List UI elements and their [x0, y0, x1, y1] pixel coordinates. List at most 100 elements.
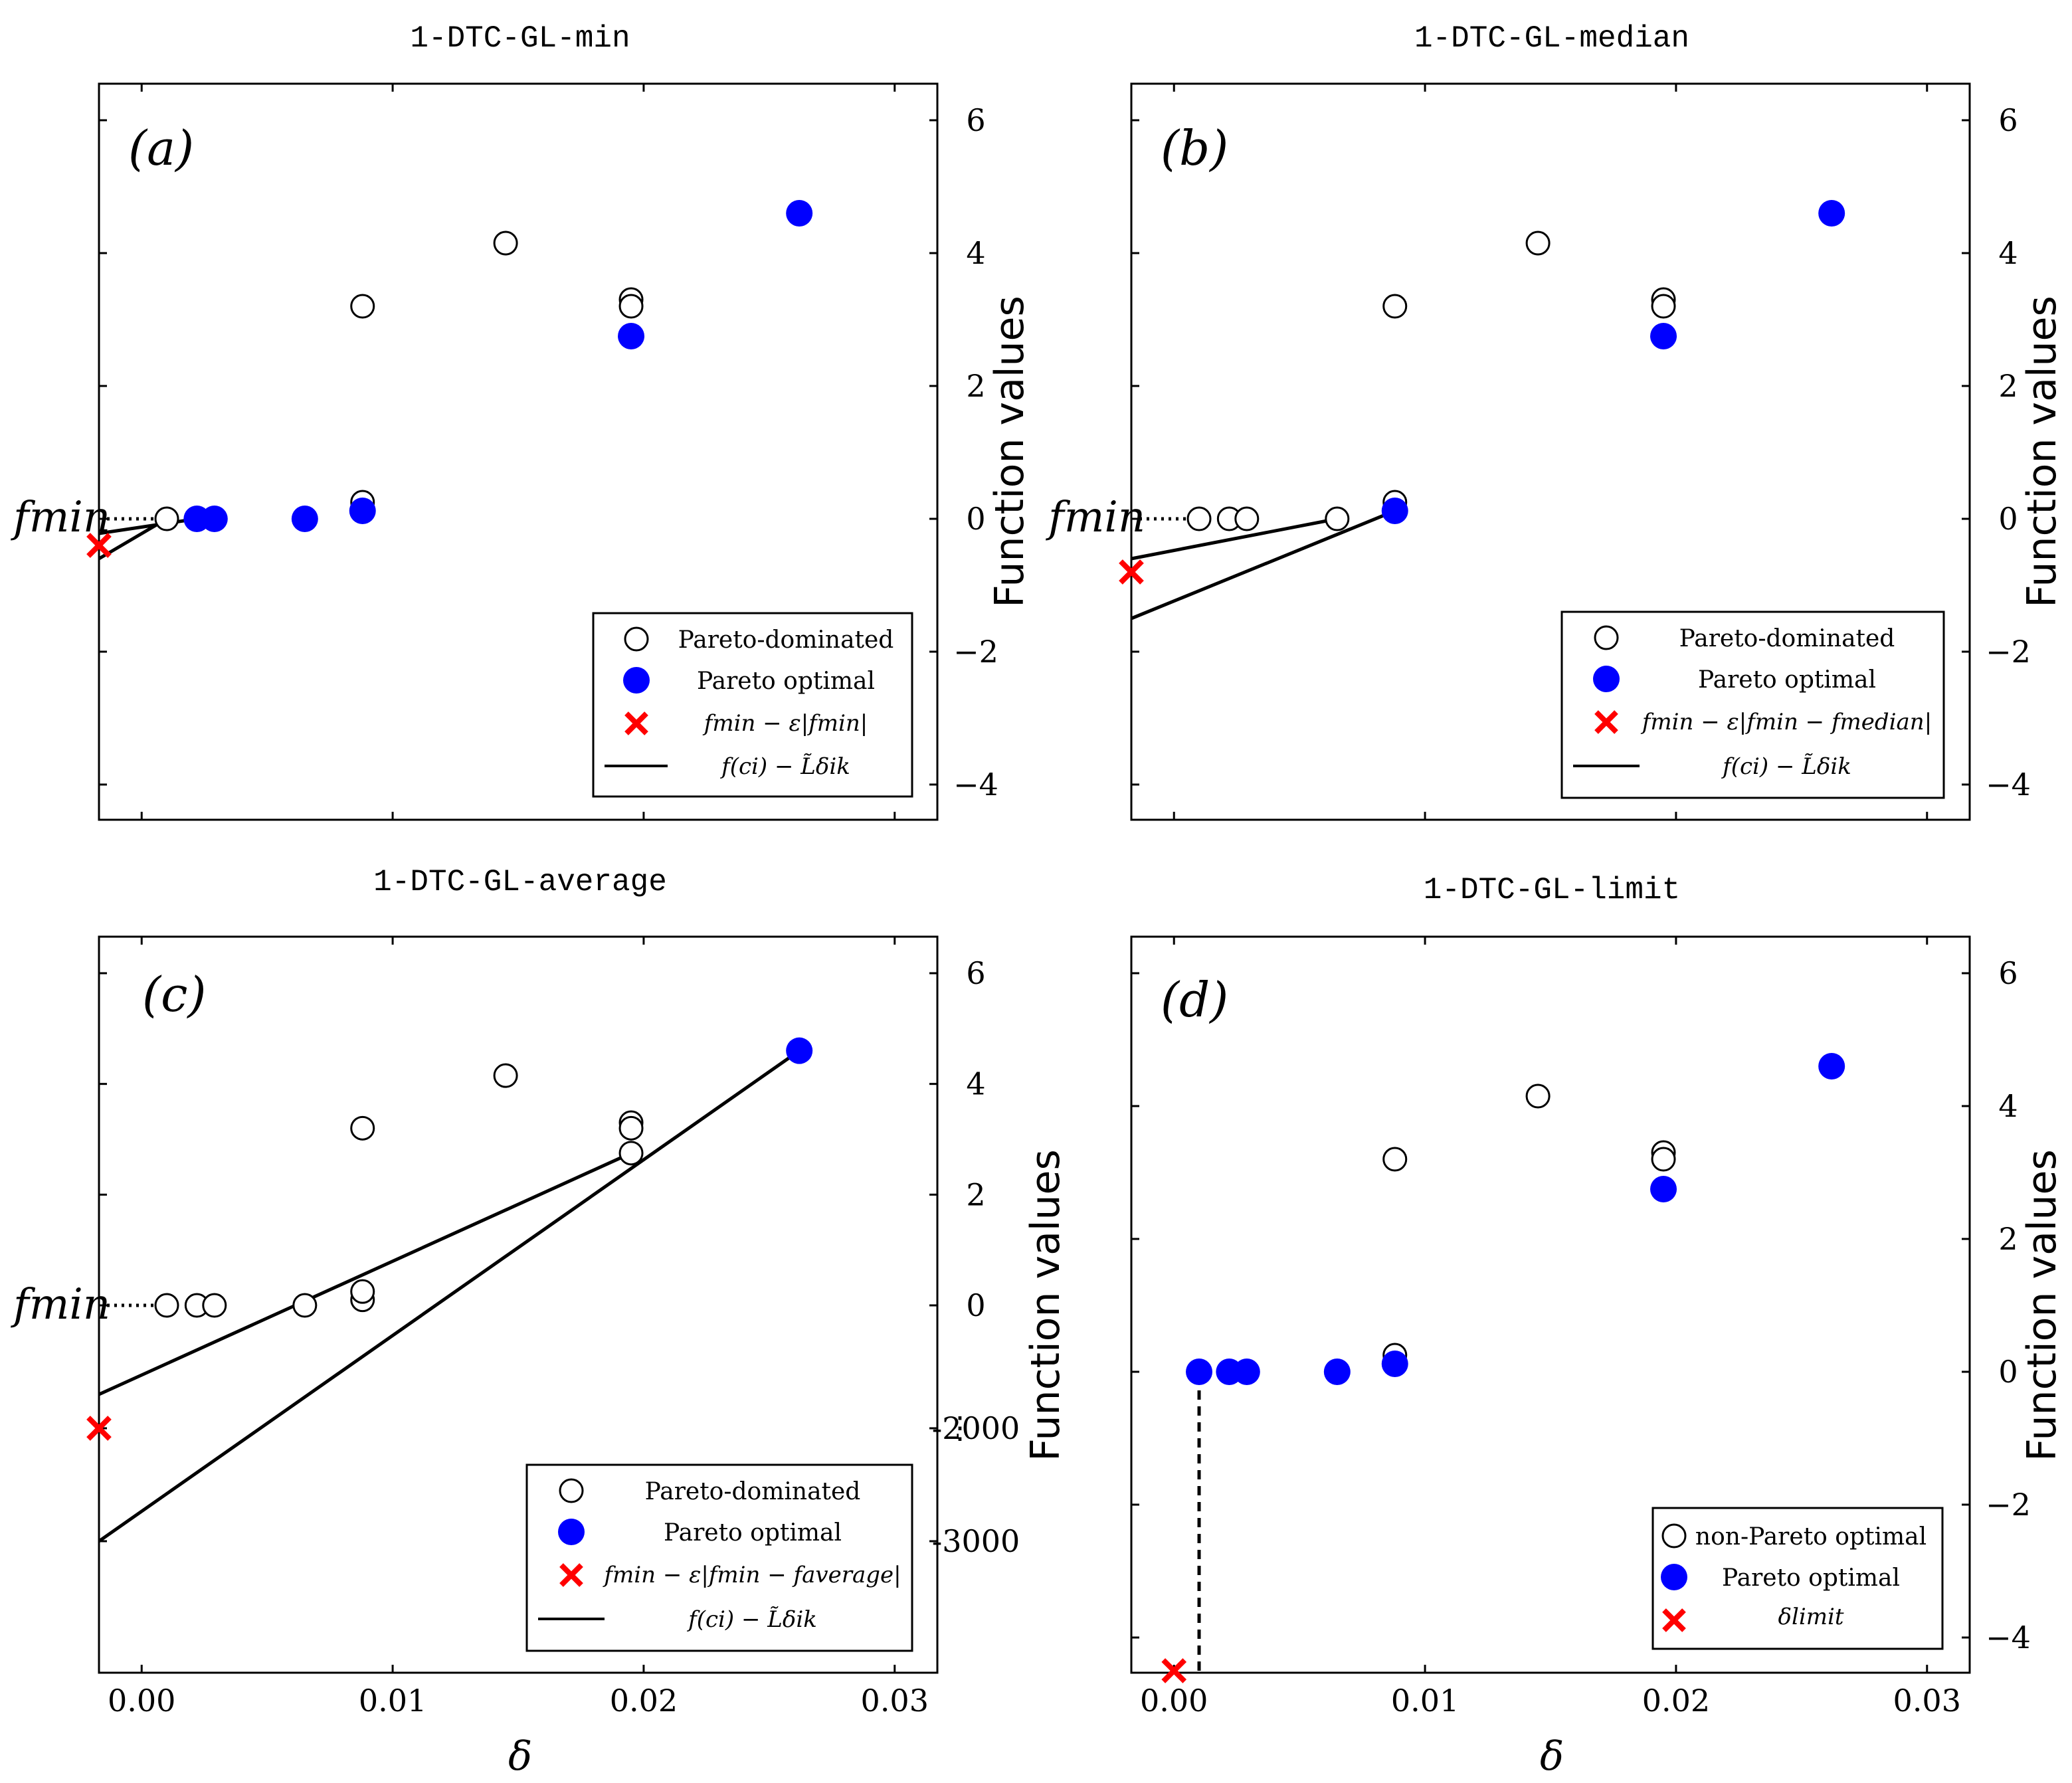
legend-open-circle-icon [624, 626, 649, 652]
x-tick-label: 0.03 [861, 1683, 929, 1719]
open-circle-point [1651, 1147, 1676, 1172]
panel-b-legend-3: f(ci) − L̃δik [1721, 753, 1851, 780]
panel-c-xlabel: δ [508, 1733, 532, 1780]
panel-c-axis-break: ⋮ [945, 1410, 975, 1446]
filled-circle-point [1381, 498, 1408, 524]
open-circle-point [1525, 1083, 1551, 1109]
filled-circle-point [1650, 1176, 1677, 1202]
panel-b-title: 1-DTC-GL-median [1414, 21, 1689, 56]
y-tick-label: −4 [1986, 1620, 2031, 1655]
panel-c-x-ticks: 0.00 0.01 0.02 0.03 [108, 937, 929, 1719]
open-circle-point [618, 294, 644, 319]
filled-circle-point [786, 1037, 813, 1064]
open-circle-point [154, 1293, 179, 1318]
panel-c-lines [98, 1049, 801, 1543]
panel-d-frame [1130, 935, 1971, 1674]
panel-c-legend-2: fmin − ε|fmin − faverage| [602, 1562, 901, 1588]
panel-d: 1-DTC-GL-limit 0.00 0.01 0.02 0.03 6 4 2 0 −2 −4… [1130, 873, 2065, 1780]
red-x-point [86, 1416, 112, 1441]
panel-c-legend-1: Pareto optimal [664, 1519, 842, 1547]
y-tick-label: 6 [1998, 955, 2018, 991]
panel-b-legend-2: fmin − ε|fmin − fmedian| [1640, 709, 1932, 735]
panel-d-legend-1: Pareto optimal [1722, 1564, 1900, 1592]
open-circle-point [202, 1293, 227, 1318]
panel-c-fmin-annotation: fmin [11, 1280, 110, 1329]
legend-red-x-icon [559, 1563, 583, 1587]
y-tick-label: −4 [953, 767, 998, 802]
panel-c-points [86, 1037, 813, 1441]
panel-c-ylabel: Function values [1022, 1149, 1069, 1461]
panel-b-ylabel: Function values [2019, 296, 2065, 607]
panel-d-ylabel: Function values [2019, 1149, 2065, 1461]
panel-c-fmin-label: fmin [11, 1280, 110, 1329]
filled-circle-point [291, 506, 318, 532]
open-circle-point [618, 1141, 644, 1166]
open-circle-point [1234, 506, 1260, 531]
open-circle-point [1525, 231, 1551, 256]
open-circle-point [154, 506, 179, 531]
panel-a: 1-DTC-GL-min 6 4 2 0 −2 −4 (a) Function value… [11, 21, 1033, 821]
legend-filled-circle-icon [623, 667, 650, 694]
bound-line [98, 1049, 801, 1543]
filled-circle-point [1818, 1053, 1845, 1079]
red-x-stroke [86, 1416, 112, 1441]
filled-circle-point [1650, 323, 1677, 349]
x-tick-label: 0.02 [610, 1683, 678, 1719]
y-tick-label: -3000 [932, 1523, 1020, 1559]
open-circle-point [292, 1293, 318, 1318]
y-tick-label: 0 [966, 501, 985, 537]
filled-circle-point [786, 200, 813, 227]
y-tick-label: 4 [966, 1066, 985, 1102]
panel-b-legend-1: Pareto optimal [1698, 666, 1876, 694]
y-tick-label: 4 [966, 235, 985, 271]
panel-d-points [1161, 1053, 1845, 1683]
red-x-stroke [1119, 559, 1144, 585]
panel-d-label: (d) [1161, 972, 1228, 1028]
x-tick-label: 0.02 [1642, 1683, 1710, 1719]
open-circle-point [1651, 294, 1676, 319]
panel-a-points [86, 200, 813, 558]
open-circle-point [1186, 506, 1212, 531]
panel-c-label: (c) [142, 967, 207, 1022]
open-circle-point [493, 1063, 518, 1088]
panel-b-frame [1130, 82, 1971, 821]
y-tick-label: −2 [953, 634, 998, 670]
panel-a-legend-3: f(ci) − L̃δik [719, 753, 850, 780]
panel-c-legend-3: f(ci) − L̃δik [686, 1606, 817, 1633]
x-tick-label: 0.03 [1893, 1683, 1961, 1719]
panel-a-legend-1: Pareto optimal [697, 668, 875, 695]
x-tick-label: 0.00 [1140, 1683, 1208, 1719]
panel-a-x-ticks [140, 84, 896, 820]
panel-d-legend-2: δlimit [1778, 1604, 1844, 1630]
panel-d-legend-0: non-Pareto optimal [1695, 1523, 1927, 1550]
panel-b-fmin-annotation: fmin [1046, 493, 1145, 542]
bound-line [98, 1151, 632, 1396]
filled-circle-point [1818, 200, 1845, 227]
open-circle-point [1382, 294, 1408, 319]
panel-c-legend: Pareto-dominated Pareto optimal fmin − ε… [525, 1463, 913, 1652]
y-tick-label: 2 [966, 368, 985, 404]
legend-open-circle-icon [559, 1478, 584, 1503]
filled-circle-point [618, 323, 645, 349]
legend-red-x-icon [624, 711, 648, 735]
panel-d-xlabel: δ [1540, 1733, 1564, 1780]
y-tick-label: 4 [1998, 1088, 2018, 1124]
y-tick-label: 2 [1998, 1221, 2018, 1257]
panel-a-title: 1-DTC-GL-min [410, 21, 630, 56]
panel-d-legend-box [1651, 1507, 1944, 1650]
open-circle-point [493, 231, 518, 256]
legend-red-x-icon [1594, 710, 1618, 734]
y-tick-label: 0 [1998, 1354, 2018, 1390]
y-tick-label: −2 [1986, 1487, 2031, 1523]
panel-c-y-ticks: 6 4 2 0 -2000 -3000 [99, 955, 1020, 1559]
bound-line [1131, 509, 1396, 620]
filled-circle-point [1186, 1359, 1213, 1385]
filled-circle-point [201, 506, 228, 532]
legend-open-circle-icon [1661, 1523, 1687, 1548]
legend-open-circle-icon [1594, 625, 1619, 650]
panel-b-points [1119, 200, 1845, 585]
x-tick-label: 0.01 [1391, 1683, 1459, 1719]
y-tick-label: −2 [1986, 634, 2031, 670]
red-x-point [1161, 1658, 1187, 1683]
